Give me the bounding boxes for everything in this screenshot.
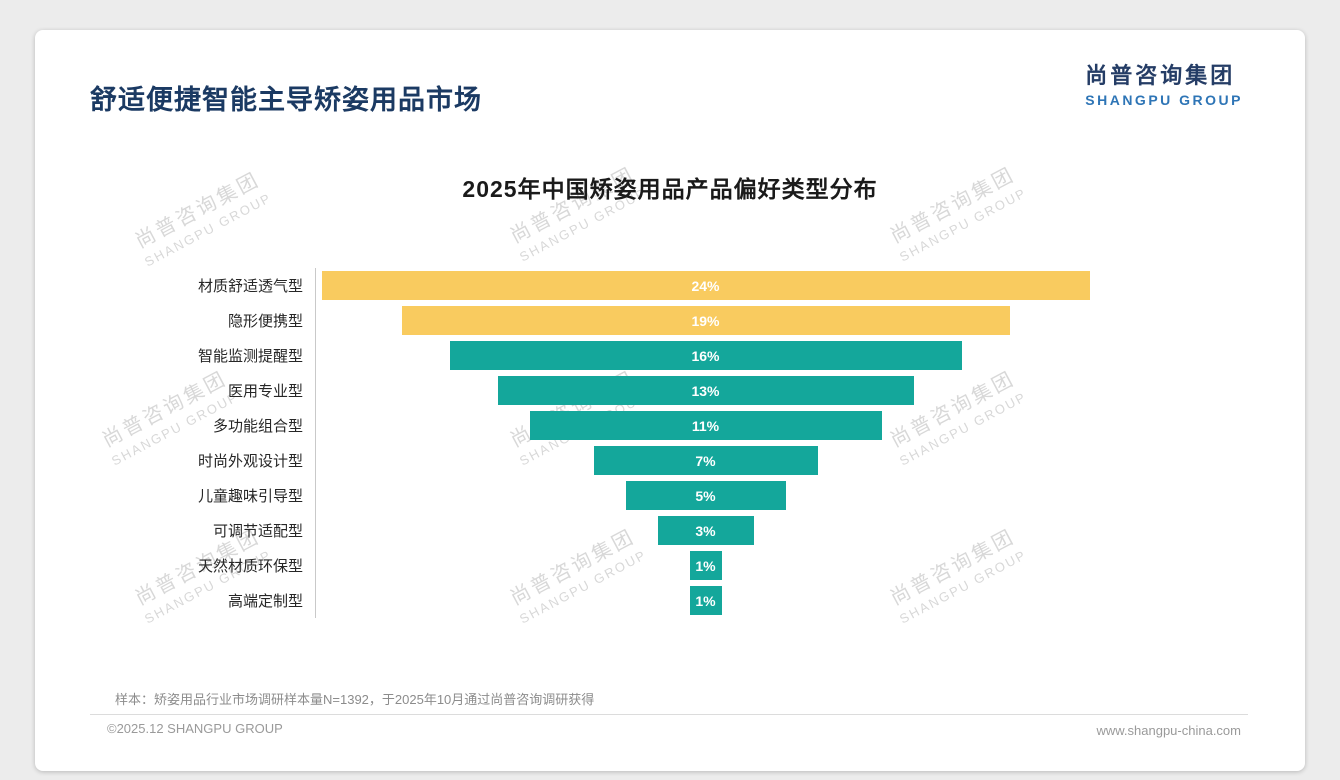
website-text: www.shangpu-china.com (1096, 723, 1241, 738)
chart-row: 多功能组合型 11% (75, 408, 1095, 443)
chart-row: 高端定制型 1% (75, 583, 1095, 618)
copyright-text: ©2025.12 SHANGPU GROUP (107, 721, 283, 736)
bar: 19% (401, 306, 1010, 335)
bar-track: 19% (315, 303, 1095, 338)
logo-chinese-text: 尚普咨询集团 (1085, 63, 1236, 88)
chart-row: 天然材质环保型 1% (75, 548, 1095, 583)
category-label: 智能监测提醒型 (197, 348, 303, 365)
category-label: 时尚外观设计型 (197, 453, 303, 470)
category-label: 儿童趣味引导型 (197, 488, 303, 505)
footer-divider (90, 714, 1248, 715)
sample-note: 样本：矫姿用品行业市场调研样本量N=1392，于2025年10月通过尚普咨询调研… (115, 692, 595, 707)
bar-track: 1% (315, 548, 1095, 583)
bar: 3% (657, 516, 754, 545)
page-title: 舒适便捷智能主导矫姿用品市场 (90, 85, 482, 115)
chart-title: 2025年中国矫姿用品产品偏好类型分布 (462, 176, 878, 202)
slide-card: 尚普咨询集团 SHANGPU GROUP 尚普咨询集团 SHANGPU GROUP 尚普… (35, 30, 1305, 771)
bar: 5% (625, 481, 786, 510)
bar-track: 7% (315, 443, 1095, 478)
bar: 7% (593, 446, 818, 475)
bar: 16% (449, 341, 962, 370)
category-label: 医用专业型 (227, 383, 303, 400)
bar-track: 16% (315, 338, 1095, 373)
bar-value-label: 7% (695, 452, 716, 469)
category-label: 天然材质环保型 (197, 558, 303, 575)
logo-english-text: SHANGPU GROUP (1085, 92, 1243, 108)
bar-track: 5% (315, 478, 1095, 513)
bar-value-label: 3% (695, 522, 716, 539)
bar: 1% (689, 551, 722, 580)
bar: 1% (689, 586, 722, 615)
bar-value-label: 5% (695, 487, 716, 504)
chart-body: 材质舒适透气型 24% 隐形便携型 19% 智能监测提醒型 16% 医用专业型 13% 多功能组… (75, 268, 1095, 618)
category-label: 材质舒适透气型 (197, 278, 303, 295)
bar-track: 3% (315, 513, 1095, 548)
category-label: 多功能组合型 (212, 418, 303, 435)
chart-row: 智能监测提醒型 16% (75, 338, 1095, 373)
chart-row: 儿童趣味引导型 5% (75, 478, 1095, 513)
category-label: 可调节适配型 (212, 523, 303, 540)
category-label: 隐形便携型 (227, 313, 303, 330)
bar-value-label: 1% (695, 557, 716, 574)
chart-row: 材质舒适透气型 24% (75, 268, 1095, 303)
bar-track: 11% (315, 408, 1095, 443)
bar-value-label: 16% (691, 347, 720, 364)
bar: 11% (529, 411, 882, 440)
bar-value-label: 24% (691, 277, 720, 294)
bar-track: 24% (315, 268, 1095, 303)
bar-value-label: 11% (691, 417, 720, 434)
chart-row: 可调节适配型 3% (75, 513, 1095, 548)
bar: 24% (321, 271, 1090, 300)
chart-row: 隐形便携型 19% (75, 303, 1095, 338)
bar-value-label: 1% (695, 592, 716, 609)
company-logo: 尚普咨询集团 SHANGPU GROUP (1085, 58, 1243, 108)
category-label: 高端定制型 (227, 593, 303, 610)
bar-value-label: 13% (691, 382, 720, 399)
chart-row: 医用专业型 13% (75, 373, 1095, 408)
bar: 13% (497, 376, 914, 405)
bar-value-label: 19% (691, 312, 720, 329)
bar-track: 1% (315, 583, 1095, 618)
bar-track: 13% (315, 373, 1095, 408)
chart-row: 时尚外观设计型 7% (75, 443, 1095, 478)
